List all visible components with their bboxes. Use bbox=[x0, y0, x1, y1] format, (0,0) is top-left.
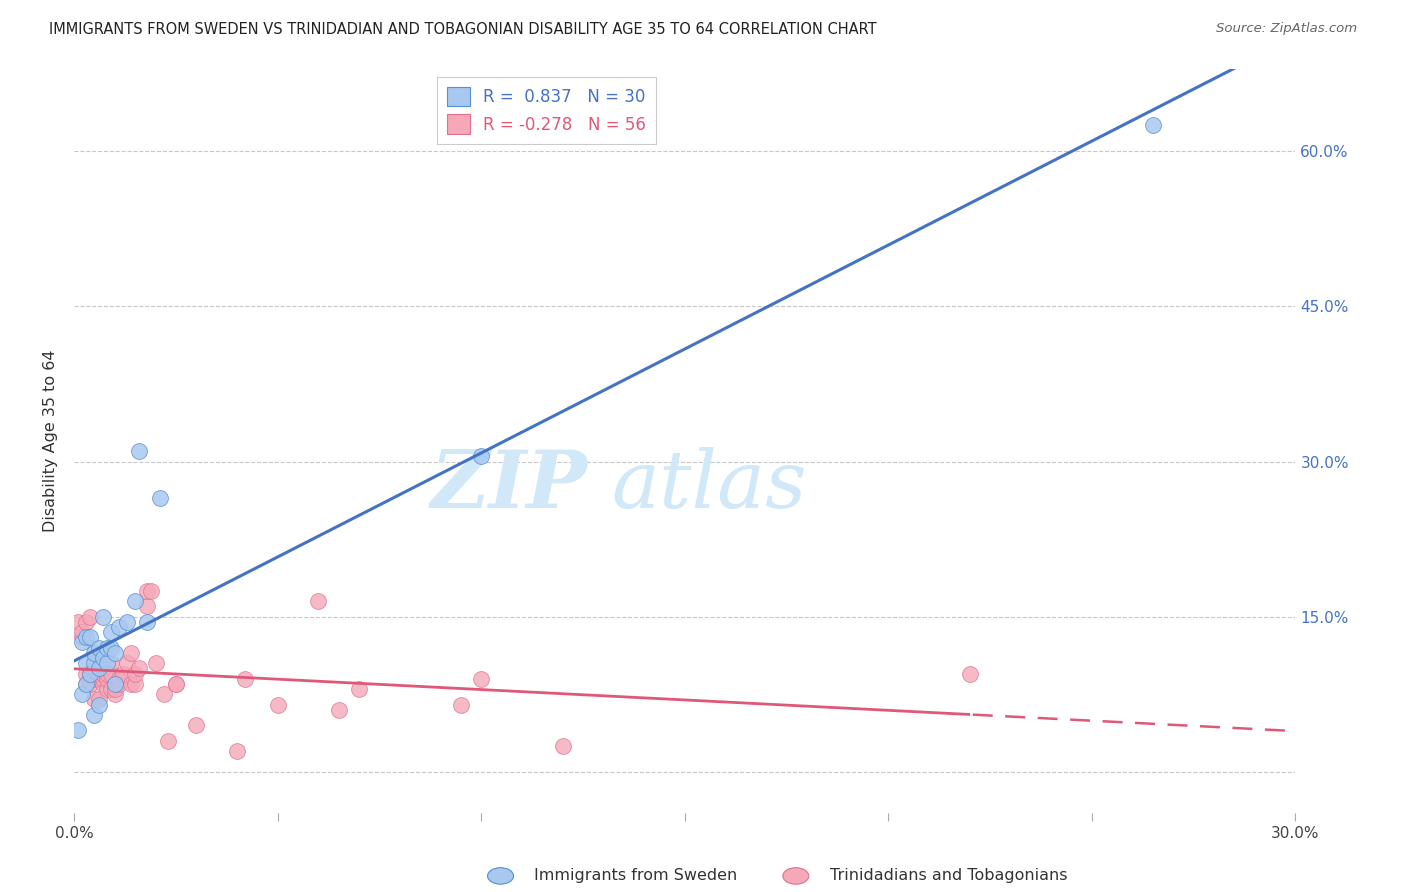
Point bbox=[104, 677, 127, 691]
Text: Immigrants from Sweden: Immigrants from Sweden bbox=[534, 869, 738, 883]
Point bbox=[83, 656, 105, 670]
Point bbox=[87, 698, 110, 712]
Y-axis label: Disability Age 35 to 64: Disability Age 35 to 64 bbox=[44, 350, 58, 532]
Point bbox=[87, 651, 110, 665]
Point bbox=[108, 672, 131, 686]
Circle shape bbox=[783, 868, 808, 884]
Point bbox=[79, 666, 101, 681]
Point bbox=[87, 672, 110, 686]
Point bbox=[87, 666, 110, 681]
Point bbox=[70, 625, 93, 640]
Point bbox=[470, 450, 492, 464]
Point bbox=[75, 666, 97, 681]
Point bbox=[70, 687, 93, 701]
Point bbox=[115, 656, 138, 670]
Point bbox=[120, 677, 142, 691]
Point bbox=[551, 739, 574, 753]
Point bbox=[91, 672, 114, 686]
Point bbox=[75, 615, 97, 629]
Point bbox=[226, 744, 249, 758]
Point bbox=[87, 640, 110, 655]
Legend: R =  0.837   N = 30, R = -0.278   N = 56: R = 0.837 N = 30, R = -0.278 N = 56 bbox=[437, 77, 657, 144]
Point bbox=[100, 666, 122, 681]
Point bbox=[266, 698, 288, 712]
Point bbox=[328, 703, 350, 717]
Text: Source: ZipAtlas.com: Source: ZipAtlas.com bbox=[1216, 22, 1357, 36]
Point bbox=[100, 640, 122, 655]
Point bbox=[75, 677, 97, 691]
Point bbox=[83, 661, 105, 675]
Point bbox=[470, 672, 492, 686]
Point bbox=[124, 666, 146, 681]
Point bbox=[83, 672, 105, 686]
Point bbox=[104, 681, 127, 696]
Point bbox=[111, 666, 134, 681]
Point bbox=[70, 630, 93, 644]
Point bbox=[128, 444, 150, 458]
Point bbox=[136, 599, 159, 614]
Point bbox=[959, 666, 981, 681]
Point bbox=[96, 656, 118, 670]
Point bbox=[108, 620, 131, 634]
Text: IMMIGRANTS FROM SWEDEN VS TRINIDADIAN AND TOBAGONIAN DISABILITY AGE 35 TO 64 COR: IMMIGRANTS FROM SWEDEN VS TRINIDADIAN AN… bbox=[49, 22, 877, 37]
Point bbox=[91, 666, 114, 681]
Point bbox=[96, 681, 118, 696]
Point bbox=[100, 656, 122, 670]
Point bbox=[96, 640, 118, 655]
Point bbox=[104, 646, 127, 660]
Point bbox=[128, 661, 150, 675]
Point bbox=[75, 677, 97, 691]
Point bbox=[165, 677, 187, 691]
Point bbox=[124, 594, 146, 608]
Point bbox=[79, 609, 101, 624]
Point bbox=[136, 615, 159, 629]
Point bbox=[67, 615, 90, 629]
Point bbox=[96, 672, 118, 686]
Point bbox=[79, 677, 101, 691]
Point bbox=[1142, 119, 1164, 133]
Point bbox=[115, 615, 138, 629]
Point bbox=[152, 687, 174, 701]
Point bbox=[83, 707, 105, 722]
Point bbox=[124, 677, 146, 691]
Point bbox=[165, 677, 187, 691]
Point bbox=[91, 651, 114, 665]
Point bbox=[156, 733, 179, 747]
Point bbox=[149, 491, 172, 505]
Point bbox=[307, 594, 329, 608]
Point bbox=[233, 672, 256, 686]
Text: Trinidadians and Tobagonians: Trinidadians and Tobagonians bbox=[830, 869, 1067, 883]
Point bbox=[75, 630, 97, 644]
Point bbox=[347, 681, 370, 696]
Point bbox=[120, 646, 142, 660]
Point bbox=[91, 677, 114, 691]
Point bbox=[100, 625, 122, 640]
Point bbox=[87, 692, 110, 706]
Point bbox=[141, 583, 163, 598]
Point bbox=[91, 661, 114, 675]
Point bbox=[87, 661, 110, 675]
Point bbox=[91, 609, 114, 624]
Point bbox=[450, 698, 472, 712]
Point bbox=[83, 646, 105, 660]
Circle shape bbox=[488, 868, 513, 884]
Point bbox=[75, 656, 97, 670]
Point bbox=[83, 692, 105, 706]
Point bbox=[96, 666, 118, 681]
Point bbox=[104, 687, 127, 701]
Point bbox=[108, 677, 131, 691]
Point bbox=[70, 635, 93, 649]
Text: ZIP: ZIP bbox=[430, 447, 588, 524]
Point bbox=[79, 666, 101, 681]
Text: atlas: atlas bbox=[612, 447, 807, 524]
Point bbox=[79, 630, 101, 644]
Point bbox=[67, 723, 90, 738]
Point bbox=[186, 718, 208, 732]
Point bbox=[145, 656, 167, 670]
Point bbox=[100, 681, 122, 696]
Point bbox=[136, 583, 159, 598]
